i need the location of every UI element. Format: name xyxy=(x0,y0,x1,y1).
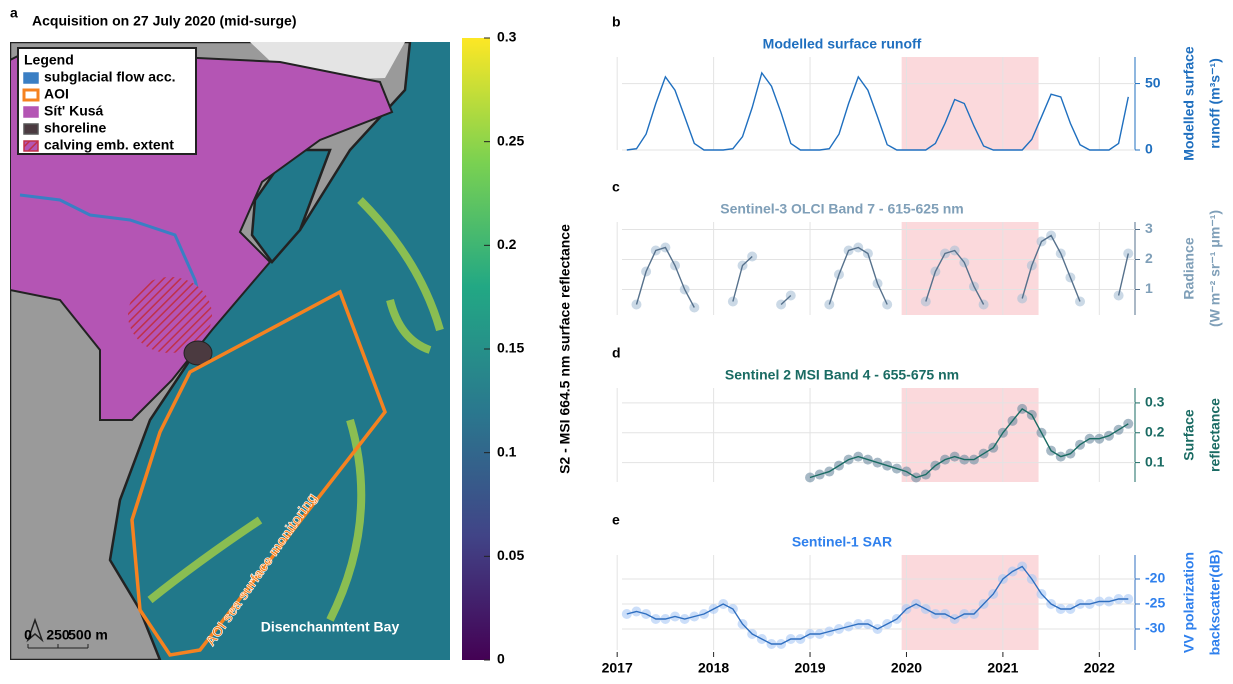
shaded-span xyxy=(901,57,1039,150)
y-axis-label: VV polarization xyxy=(1181,552,1197,653)
series-line xyxy=(809,407,1129,479)
y-tick-label: 0.2 xyxy=(1145,423,1165,439)
colorbar-tick-label: 0.05 xyxy=(497,547,524,563)
legend-label: subglacial flow acc. xyxy=(44,69,176,85)
y-axis-label: Radiance xyxy=(1181,237,1197,299)
data-point xyxy=(689,302,700,313)
y-tick-label: 50 xyxy=(1145,74,1161,90)
colorbar-tick-label: 0 xyxy=(497,651,505,667)
data-point xyxy=(978,299,989,310)
y-tick-label: -20 xyxy=(1145,570,1165,586)
north-arrow xyxy=(26,617,44,643)
x-tick-label: 2020 xyxy=(891,660,922,676)
legend-swatch xyxy=(23,106,39,118)
scale-label: 500 m xyxy=(68,627,108,643)
panel-label: e xyxy=(612,512,620,528)
data-point xyxy=(631,299,642,310)
y-tick-label: 3 xyxy=(1145,220,1153,236)
colorbar-tick-label: 0.25 xyxy=(497,132,524,148)
panel-label: a xyxy=(10,5,18,21)
legend-label: AOI xyxy=(44,86,69,102)
legend-swatch xyxy=(23,123,39,135)
panel-label: b xyxy=(612,14,621,30)
shoreline-patch xyxy=(183,340,213,366)
colorbar-tick-label: 0.15 xyxy=(497,340,524,356)
map xyxy=(10,42,450,660)
legend-label: shoreline xyxy=(44,120,106,136)
panel-title: Sentinel 2 MSI Band 4 - 655-675 nm xyxy=(725,367,959,383)
y-tick-label: -30 xyxy=(1145,620,1165,636)
legend-swatch xyxy=(23,72,39,84)
flow-path xyxy=(19,193,207,321)
y-tick-label: 0.1 xyxy=(1145,453,1165,469)
y-axis-label: Modelled surface xyxy=(1181,46,1197,161)
legend-label: calving emb. extent xyxy=(44,137,174,153)
y-tick-label: 0.3 xyxy=(1145,394,1165,410)
panel-title: Modelled surface runoff xyxy=(763,36,922,52)
x-tick-label: 2019 xyxy=(794,660,825,676)
scale-label: 250 xyxy=(46,627,70,643)
legend-swatch xyxy=(22,88,40,102)
colorbar-label: S2 - MSI 664.5 nm surface reflectance xyxy=(557,224,573,474)
series-line xyxy=(635,234,1129,308)
calving-extent xyxy=(128,277,212,353)
panel-title: Sentinel-1 SAR xyxy=(792,534,892,550)
data-point xyxy=(1075,296,1086,307)
x-tick-label: 2021 xyxy=(987,660,1018,676)
legend-title: Legend xyxy=(24,52,74,68)
y-tick-label: 0 xyxy=(1145,141,1153,157)
x-tick-label: 2022 xyxy=(1084,660,1115,676)
y-tick-label: -25 xyxy=(1145,595,1165,611)
legend-swatch xyxy=(23,140,39,152)
y-tick-label: 2 xyxy=(1145,250,1153,266)
x-tick-label: 2018 xyxy=(698,660,729,676)
colorbar-tick-label: 0.1 xyxy=(497,443,517,459)
y-tick-label: 1 xyxy=(1145,280,1153,296)
scale-label: 0 xyxy=(24,627,32,643)
legend-box xyxy=(17,47,197,155)
data-point xyxy=(1017,293,1028,304)
panel-label: d xyxy=(612,345,621,361)
data-point xyxy=(920,296,931,307)
y-axis-label: (W m⁻² sr⁻¹ μm⁻¹) xyxy=(1207,210,1223,327)
y-axis-label: reflectance xyxy=(1207,398,1223,472)
data-point xyxy=(727,296,738,307)
plume xyxy=(147,197,444,622)
map-title: Acquisition on 27 July 2020 (mid-surge) xyxy=(32,13,297,29)
legend-label: Sít' Kusá xyxy=(44,103,104,119)
bay-label: Disenchanmtent Bay xyxy=(261,619,400,635)
series-line xyxy=(626,565,1129,645)
panel-title: Sentinel-3 OLCI Band 7 - 615-625 nm xyxy=(720,201,964,217)
panel-label: c xyxy=(612,179,620,195)
y-axis-label: Surface xyxy=(1181,409,1197,461)
y-axis-label: runoff (m³s⁻¹) xyxy=(1207,58,1223,149)
shaded-span xyxy=(901,388,1039,482)
colorbar-tick-label: 0.2 xyxy=(497,236,517,252)
x-tick-label: 2017 xyxy=(602,660,633,676)
colorbar-tick-label: 0.3 xyxy=(497,29,517,45)
aoi xyxy=(130,289,387,657)
series-line xyxy=(626,71,1129,151)
y-axis-label: backscatter(dB) xyxy=(1207,550,1223,656)
